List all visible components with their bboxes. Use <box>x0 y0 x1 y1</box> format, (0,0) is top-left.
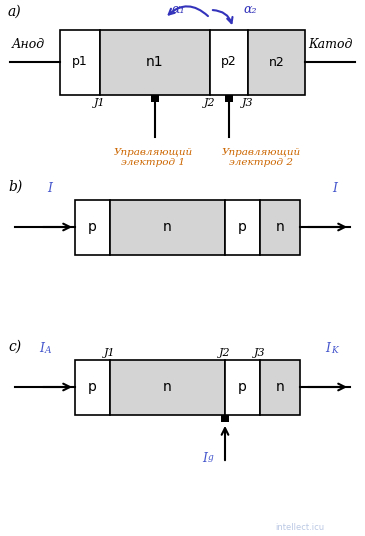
Bar <box>210 30 248 95</box>
Text: n2: n2 <box>269 56 284 69</box>
Text: a): a) <box>8 5 22 19</box>
Text: p: p <box>88 380 97 394</box>
Bar <box>225 360 260 415</box>
Text: p: p <box>88 220 97 234</box>
Text: n1: n1 <box>146 55 164 69</box>
Text: c): c) <box>8 340 21 354</box>
Text: n: n <box>163 220 172 234</box>
Text: Катод: Катод <box>308 39 352 51</box>
Bar <box>151 95 159 102</box>
Text: p: p <box>238 380 247 394</box>
Text: p2: p2 <box>221 56 237 69</box>
Text: p1: p1 <box>72 56 88 69</box>
Text: n: n <box>276 380 284 394</box>
Text: α₁: α₁ <box>171 3 185 16</box>
Text: g: g <box>208 453 214 463</box>
Text: p: p <box>238 220 247 234</box>
Bar <box>248 30 305 95</box>
Text: J1: J1 <box>104 348 116 358</box>
Bar <box>225 200 260 255</box>
Text: J2: J2 <box>204 98 216 108</box>
Bar <box>110 360 225 415</box>
Text: intellect.icu: intellect.icu <box>276 523 324 532</box>
Text: J3: J3 <box>254 348 266 358</box>
Text: электрод 2: электрод 2 <box>229 158 293 167</box>
Text: I: I <box>47 182 53 195</box>
Bar <box>260 360 300 415</box>
Text: Управляющий: Управляющий <box>114 148 193 157</box>
Bar <box>75 200 110 255</box>
Bar <box>221 415 229 422</box>
Text: n: n <box>276 220 284 234</box>
Text: I: I <box>325 342 330 355</box>
Bar <box>100 30 210 95</box>
Text: A: A <box>45 346 51 355</box>
Text: n: n <box>163 380 172 394</box>
Bar <box>75 360 110 415</box>
Text: I: I <box>39 342 44 355</box>
Bar <box>225 95 233 102</box>
Text: I: I <box>202 451 207 465</box>
Text: b): b) <box>8 180 22 194</box>
Bar <box>260 200 300 255</box>
Text: α₂: α₂ <box>243 3 257 16</box>
Text: Управляющий: Управляющий <box>222 148 300 157</box>
Text: I: I <box>333 182 338 195</box>
Bar <box>60 30 100 95</box>
Text: J3: J3 <box>242 98 254 108</box>
Bar <box>110 200 225 255</box>
Text: J1: J1 <box>94 98 106 108</box>
Text: Анод: Анод <box>12 39 45 51</box>
Text: электрод 1: электрод 1 <box>121 158 185 167</box>
Text: K: K <box>331 346 338 355</box>
Text: J2: J2 <box>219 348 231 358</box>
